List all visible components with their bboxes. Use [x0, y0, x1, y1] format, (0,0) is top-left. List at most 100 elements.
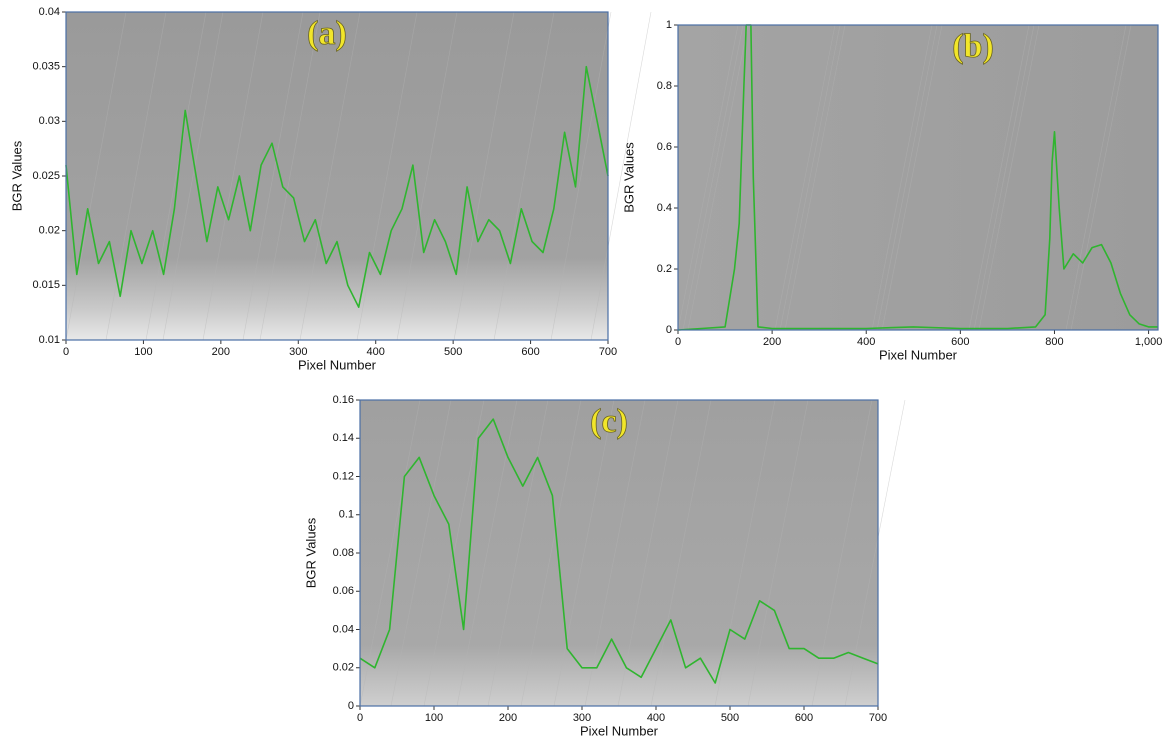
y-tick-label: 0.08 — [333, 547, 354, 559]
texture — [359, 399, 421, 707]
y-tick-label: 0.14 — [333, 432, 354, 444]
texture — [162, 11, 224, 341]
x-tick-label: 400 — [367, 346, 385, 358]
y-tick-label: 0.01 — [39, 334, 60, 346]
x-tick-label: 600 — [521, 346, 539, 358]
y-tick-label: 0 — [348, 700, 354, 712]
y-tick-label: 0.1 — [339, 509, 354, 521]
x-tick-label: 600 — [951, 336, 969, 348]
panel-label: (a) — [307, 15, 347, 52]
y-axis-title: BGR Values — [9, 140, 24, 211]
y-axis-title: BGR Values — [621, 142, 636, 213]
texture — [105, 11, 167, 341]
x-tick-label: 0 — [357, 712, 363, 724]
y-tick-label: 0.2 — [657, 263, 672, 275]
texture — [584, 399, 646, 707]
texture — [617, 399, 679, 707]
x-axis-title: Pixel Number — [298, 357, 377, 372]
y-tick-label: 0.02 — [333, 662, 354, 674]
texture — [978, 24, 1040, 331]
y-tick-label: 0.6 — [657, 141, 672, 153]
texture — [65, 11, 127, 341]
texture — [881, 24, 943, 331]
x-tick-label: 0 — [675, 336, 681, 348]
x-tick-label: 300 — [573, 712, 591, 724]
plot-background — [678, 25, 1158, 330]
texture — [747, 399, 809, 707]
y-tick-label: 0.03 — [39, 115, 60, 127]
plot-frame — [359, 399, 879, 707]
texture — [677, 24, 739, 331]
texture — [1065, 24, 1127, 331]
texture — [590, 11, 652, 341]
texture — [396, 11, 458, 341]
data-line — [359, 418, 879, 684]
texture — [390, 399, 452, 707]
texture — [650, 399, 712, 707]
texture — [550, 11, 612, 341]
y-tick-label: 0 — [666, 324, 672, 336]
y-tick-label: 0.035 — [32, 61, 60, 73]
x-tick-label: 1,000 — [1135, 336, 1163, 348]
y-tick-label: 0.04 — [39, 6, 60, 18]
x-tick-label: 200 — [763, 336, 781, 348]
texture — [493, 11, 555, 341]
texture — [145, 11, 207, 341]
x-axis-title: Pixel Number — [879, 347, 958, 362]
y-tick-label: 0.015 — [32, 279, 60, 291]
data-line — [65, 65, 609, 308]
texture — [356, 11, 418, 341]
plot-background — [66, 12, 608, 340]
x-tick-label: 700 — [869, 712, 887, 724]
texture — [682, 24, 744, 331]
y-tick-label: 0.04 — [333, 623, 354, 635]
x-axis-title: Pixel Number — [580, 723, 659, 738]
x-tick-label: 600 — [795, 712, 813, 724]
texture — [714, 399, 776, 707]
texture — [453, 11, 515, 341]
y-axis-title: BGR Values — [303, 517, 318, 588]
texture — [553, 399, 615, 707]
plot-frame — [65, 11, 609, 341]
texture — [242, 11, 304, 341]
texture — [779, 24, 841, 331]
texture — [487, 399, 549, 707]
plot-background — [360, 400, 878, 706]
x-tick-label: 0 — [63, 346, 69, 358]
texture — [423, 399, 485, 707]
x-tick-label: 500 — [721, 712, 739, 724]
texture — [973, 24, 1035, 331]
x-tick-label: 700 — [599, 346, 617, 358]
texture — [456, 399, 518, 707]
x-tick-label: 100 — [134, 346, 152, 358]
texture — [784, 24, 846, 331]
texture — [871, 24, 933, 331]
texture — [259, 11, 321, 341]
y-tick-label: 0.06 — [333, 585, 354, 597]
y-tick-label: 0.16 — [333, 394, 354, 406]
texture — [811, 399, 873, 707]
x-tick-label: 100 — [425, 712, 443, 724]
y-tick-label: 0.4 — [657, 202, 672, 214]
texture — [876, 24, 938, 331]
texture — [968, 24, 1030, 331]
x-tick-label: 300 — [289, 346, 307, 358]
panel-label: (c) — [590, 403, 628, 440]
y-tick-label: 0.12 — [333, 470, 354, 482]
plot-frame — [677, 24, 1159, 331]
y-tick-label: 0.02 — [39, 225, 60, 237]
y-tick-label: 0.8 — [657, 80, 672, 92]
texture — [299, 11, 361, 341]
texture — [774, 24, 836, 331]
panel-label: (b) — [952, 28, 994, 65]
x-tick-label: 400 — [647, 712, 665, 724]
x-tick-label: 200 — [212, 346, 230, 358]
x-tick-label: 500 — [444, 346, 462, 358]
texture — [520, 399, 582, 707]
data-line — [677, 24, 1158, 331]
y-tick-label: 1 — [666, 19, 672, 31]
texture — [687, 24, 749, 331]
texture — [1070, 24, 1132, 331]
x-tick-label: 400 — [857, 336, 875, 348]
